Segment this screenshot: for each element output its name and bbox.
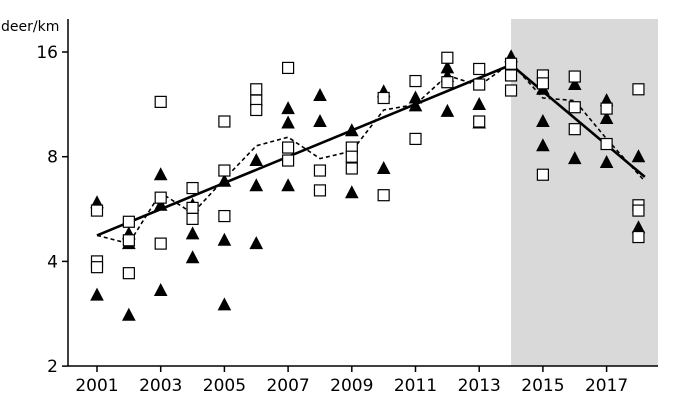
square-point	[154, 191, 167, 204]
triangle-point	[536, 138, 550, 152]
square-point	[313, 164, 327, 177]
square-point	[377, 91, 390, 105]
square-point	[218, 209, 231, 223]
x-tick-label: 2009	[330, 376, 373, 396]
square-point	[250, 103, 263, 117]
triangle-point	[408, 90, 423, 104]
triangle-point	[90, 287, 104, 301]
triangle-point	[408, 98, 423, 112]
square-point	[154, 95, 167, 108]
x-tick-label: 2003	[139, 376, 182, 396]
data-points	[90, 49, 646, 321]
square-point	[504, 57, 518, 70]
square-point	[282, 61, 295, 75]
triangle-point	[376, 161, 391, 174]
triangle-point	[568, 77, 582, 90]
square-point	[632, 204, 645, 217]
x-tick-label: 2015	[521, 376, 564, 396]
tick-labels: 2001 2003 2005 2007 2009 2011 2013 2015 2017 2 4 8 1…	[36, 43, 628, 396]
triangle-point	[599, 155, 614, 168]
triangle-point	[185, 226, 200, 240]
square-point	[282, 154, 295, 167]
square-point	[313, 184, 327, 197]
square-point	[122, 267, 135, 280]
x-tick-label: 2001	[75, 376, 118, 396]
triangle-point	[631, 220, 646, 234]
square-point	[504, 84, 518, 97]
y-tick-label: 8	[47, 148, 58, 168]
triangle-point	[313, 114, 327, 127]
triangle-point	[153, 197, 168, 211]
triangle-point	[153, 167, 168, 181]
square-point	[345, 150, 358, 163]
square-point	[504, 69, 518, 82]
tick-marks	[62, 51, 608, 372]
square-point	[186, 212, 199, 225]
square-point	[218, 115, 231, 128]
square-point	[345, 162, 358, 175]
triangle-point	[249, 178, 264, 192]
x-tick-label: 2013	[458, 376, 501, 396]
square-point	[90, 261, 104, 274]
triangle-point	[568, 151, 582, 165]
triangle-point	[536, 114, 550, 127]
square-point	[409, 74, 422, 88]
square-point	[377, 189, 390, 202]
square-point	[536, 168, 550, 181]
triangle-point	[249, 153, 264, 166]
y-unit-label: deer/km	[1, 19, 59, 35]
triangle-point	[217, 297, 232, 311]
x-tick-label: 2007	[266, 376, 309, 396]
square-point	[473, 78, 486, 91]
shaded-region	[511, 19, 658, 366]
square-point	[409, 132, 422, 146]
triangle-point	[281, 178, 295, 192]
square-point	[600, 137, 613, 151]
square-point	[473, 115, 486, 128]
square-point	[250, 83, 263, 96]
triangle-point	[345, 123, 359, 137]
triangle-point	[313, 88, 327, 101]
triangle-point	[440, 60, 455, 74]
square-point	[568, 123, 581, 136]
x-tick-label: 2005	[203, 376, 246, 396]
y-tick-label: 2	[47, 357, 58, 377]
y-tick-label: 4	[47, 252, 58, 272]
square-point	[186, 201, 199, 215]
square-point	[122, 215, 135, 228]
triangle-point	[345, 185, 359, 199]
x-tick-label: 2017	[585, 376, 628, 396]
square-point	[90, 204, 104, 217]
square-point	[282, 141, 295, 154]
square-point	[218, 164, 231, 177]
triangle-point	[217, 173, 232, 187]
triangle-point	[599, 111, 614, 124]
square-point	[122, 234, 135, 247]
square-point	[568, 70, 581, 83]
triangle-point	[217, 232, 232, 246]
y-tick-label: 16	[36, 43, 58, 63]
square-point	[441, 76, 454, 89]
square-point	[154, 237, 167, 250]
triangle-point	[185, 250, 200, 264]
triangle-point	[153, 283, 168, 296]
square-point	[568, 101, 581, 114]
triangle-point	[440, 103, 455, 117]
square-point	[186, 181, 199, 195]
trend-line-dashed	[96, 61, 646, 245]
triangle-point	[122, 307, 136, 321]
triangle-point	[281, 101, 295, 115]
square-point	[632, 83, 645, 96]
triangle-point	[249, 236, 264, 250]
square-point	[632, 230, 645, 244]
x-tick-label: 2011	[394, 376, 437, 396]
triangle-point	[472, 97, 486, 110]
square-point	[600, 102, 613, 115]
square-point	[473, 62, 486, 76]
triangle-point	[631, 149, 646, 163]
square-point	[441, 51, 454, 64]
square-point	[536, 77, 550, 90]
triangle-point	[281, 115, 295, 129]
